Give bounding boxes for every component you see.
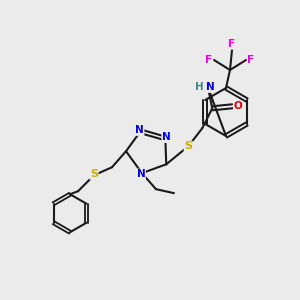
Text: N: N <box>162 133 171 142</box>
Text: O: O <box>234 101 243 111</box>
Text: S: S <box>90 169 98 179</box>
Text: N: N <box>206 82 214 92</box>
Text: N: N <box>136 169 145 179</box>
Text: N: N <box>135 125 144 135</box>
Text: F: F <box>228 39 236 49</box>
Text: F: F <box>206 55 213 65</box>
Text: F: F <box>248 55 255 65</box>
Text: S: S <box>184 141 192 151</box>
Text: H: H <box>195 82 204 92</box>
